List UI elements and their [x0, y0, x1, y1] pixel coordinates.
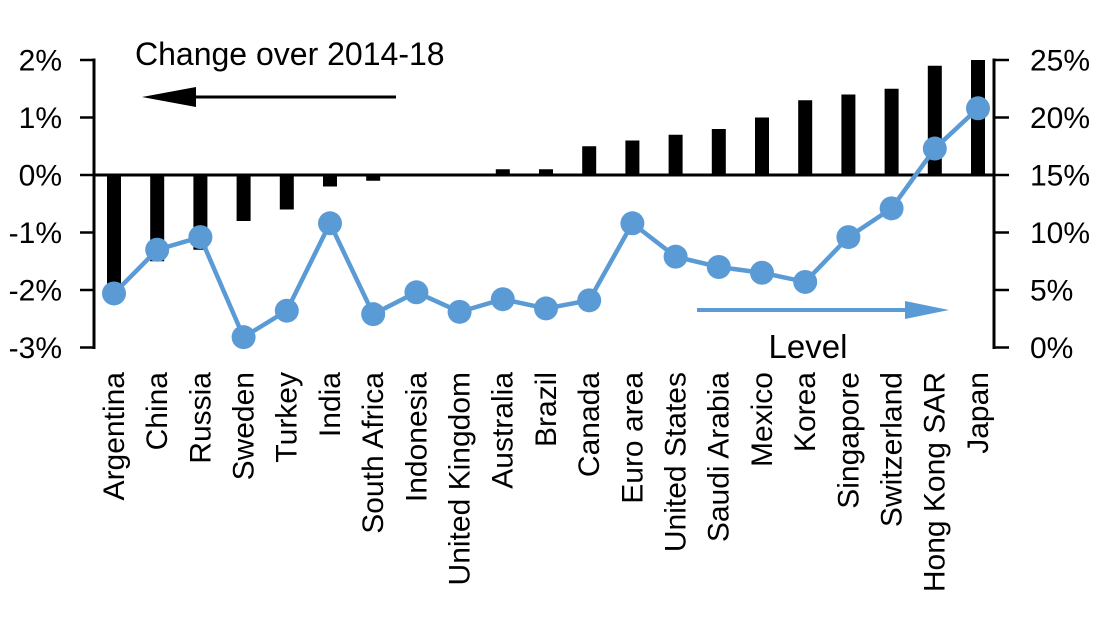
left-axis-tick-label: -2% — [9, 275, 62, 308]
category-label-australia: Australia — [487, 372, 520, 489]
bar-south-africa — [366, 175, 381, 181]
level-marker-canada — [577, 288, 602, 313]
level-marker-korea — [793, 269, 818, 294]
category-label-korea: Korea — [789, 372, 822, 452]
level-marker-india — [318, 211, 342, 236]
category-label-turkey: Turkey — [271, 372, 304, 463]
level-marker-turkey — [274, 298, 299, 323]
left-axis-tick-label: -3% — [9, 332, 62, 365]
right-arrow-icon — [905, 301, 949, 319]
category-label-japan: Japan — [962, 372, 995, 454]
bar-turkey — [279, 175, 294, 210]
right-axis-tick-label: 0% — [1030, 332, 1073, 365]
category-label-saudi-arabia: Saudi Arabia — [703, 372, 736, 542]
category-label-united-kingdom: United Kingdom — [444, 372, 477, 585]
category-label-china: China — [141, 372, 174, 451]
bar-canada — [582, 146, 597, 175]
level-marker-euro-area — [620, 211, 645, 236]
bar-united-states — [668, 134, 683, 175]
category-label-mexico: Mexico — [746, 372, 779, 467]
bar-australia — [495, 169, 510, 175]
level-marker-hong-kong-sar — [922, 136, 947, 161]
level-marker-switzerland — [879, 196, 904, 221]
category-label-switzerland: Switzerland — [876, 372, 909, 527]
bar-euro-area — [625, 140, 640, 175]
category-label-indonesia: Indonesia — [400, 372, 433, 502]
category-label-singapore: Singapore — [832, 372, 865, 509]
left-arrow-icon — [142, 87, 196, 107]
level-marker-russia — [188, 225, 213, 250]
right-axis-tick-label: 20% — [1030, 102, 1090, 135]
category-label-russia: Russia — [184, 372, 217, 464]
right-axis-tick-label: 5% — [1030, 275, 1073, 308]
right-axis-tick-label: 15% — [1030, 160, 1090, 193]
category-label-sweden: Sweden — [228, 372, 261, 480]
bar-argentina — [107, 175, 121, 290]
right-axis-tick-label: 25% — [1030, 45, 1090, 78]
line-series-annotation-label: Level — [768, 328, 848, 365]
level-marker-australia — [490, 287, 515, 312]
category-label-india: India — [314, 372, 347, 437]
level-marker-china — [145, 237, 170, 262]
left-axis-tick-label: 0% — [19, 160, 62, 193]
level-marker-sweden — [231, 325, 256, 350]
bar-switzerland — [884, 88, 899, 175]
bar-brazil — [539, 169, 553, 175]
level-marker-japan — [966, 96, 990, 121]
level-marker-south-africa — [361, 302, 386, 327]
level-marker-united-kingdom — [447, 299, 472, 324]
level-marker-singapore — [836, 225, 861, 250]
category-label-brazil: Brazil — [530, 372, 563, 447]
left-axis-tick-label: 1% — [19, 102, 62, 135]
category-label-canada: Canada — [573, 372, 606, 477]
bar-singapore — [841, 94, 856, 175]
left-axis-tick-label: -1% — [9, 217, 62, 250]
level-marker-indonesia — [404, 280, 429, 305]
bar-mexico — [755, 117, 769, 175]
left-axis-tick-label: 2% — [19, 45, 62, 78]
bar-saudi-arabia — [711, 129, 726, 175]
bar-sweden — [236, 175, 251, 221]
level-marker-united-states — [663, 244, 688, 269]
level-marker-argentina — [102, 281, 126, 306]
category-label-united-states: United States — [660, 372, 693, 552]
category-label-hong-kong-sar: Hong Kong SAR — [919, 372, 952, 592]
bar-india — [323, 175, 337, 187]
category-label-euro-area: Euro area — [616, 372, 649, 504]
level-marker-mexico — [750, 260, 774, 285]
bar-series-annotation-label: Change over 2014-18 — [135, 36, 445, 72]
category-label-south-africa: South Africa — [357, 372, 390, 534]
level-marker-saudi-arabia — [706, 255, 731, 279]
level-marker-brazil — [534, 296, 558, 321]
bar-korea — [798, 100, 813, 175]
right-axis-tick-label: 10% — [1030, 217, 1090, 250]
category-label-argentina: Argentina — [98, 372, 131, 501]
